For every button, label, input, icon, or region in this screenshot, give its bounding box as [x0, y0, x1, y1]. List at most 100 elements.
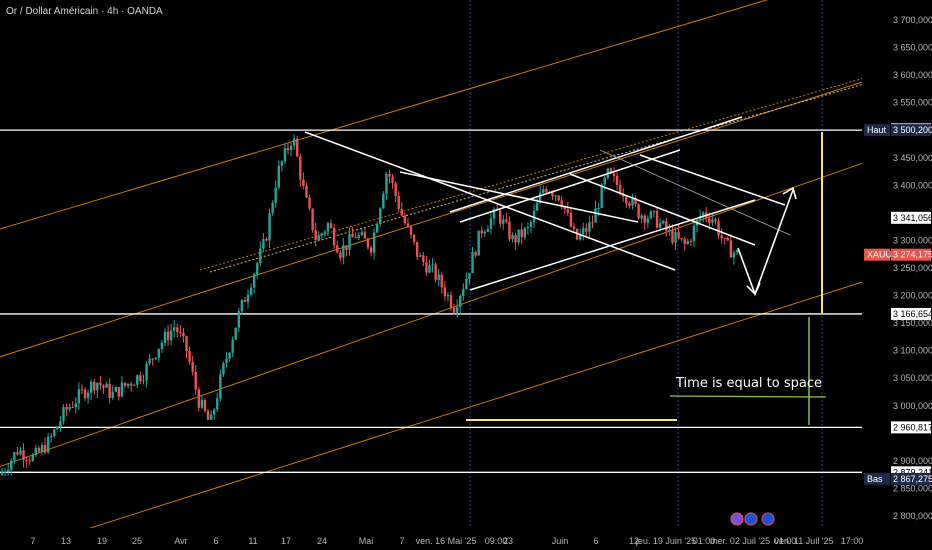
x-tick-label: Mai	[359, 536, 374, 546]
candle-body	[486, 228, 490, 232]
candle-body	[591, 222, 594, 224]
candle-body	[22, 450, 25, 460]
candle-body	[646, 218, 650, 223]
candle-body	[711, 219, 714, 223]
price-tag-bg	[891, 472, 931, 485]
candle-body	[179, 332, 182, 334]
candle-body	[151, 358, 154, 360]
candle-body	[701, 212, 705, 217]
candle-body	[299, 156, 302, 180]
event-icon-2	[761, 512, 775, 526]
candle-body	[483, 231, 487, 234]
annotation-text: Time is equal to space	[675, 376, 822, 391]
candle-body	[145, 363, 148, 381]
candle-body	[499, 210, 502, 224]
x-tick-label: Juin	[552, 536, 569, 546]
candle-body	[686, 240, 689, 244]
candle-body	[139, 375, 142, 381]
candle-body	[317, 235, 320, 240]
y-axis-bg	[862, 0, 932, 550]
price-tag-bg	[891, 307, 931, 320]
candle-body	[542, 189, 545, 193]
event-icon-0	[730, 512, 744, 526]
candle-body	[348, 233, 351, 250]
candle-body	[249, 287, 253, 295]
candle-body	[336, 245, 339, 253]
candle-body	[419, 255, 422, 257]
candle-body	[388, 173, 391, 177]
candle-body	[425, 261, 428, 273]
candle-body	[289, 145, 293, 151]
candle-body	[628, 203, 631, 206]
candle-body	[59, 421, 62, 427]
y-tick-label: 3 250,000	[893, 263, 932, 273]
candle-body	[551, 192, 554, 197]
candle-body	[351, 233, 354, 238]
candle-body	[212, 409, 216, 415]
candle-body	[6, 469, 10, 472]
candle-body	[329, 223, 333, 229]
candle-body	[415, 241, 419, 257]
candle-body	[222, 363, 225, 375]
candle-body	[80, 389, 84, 391]
candle-body	[474, 252, 477, 256]
candle-body	[277, 165, 280, 188]
candle-body	[649, 211, 653, 219]
candle-body	[271, 203, 274, 214]
candle-body	[603, 177, 606, 185]
candle-body	[532, 210, 536, 223]
candle-body	[671, 229, 674, 243]
candle-body	[133, 384, 136, 386]
candle-body	[726, 238, 729, 241]
candle-body	[200, 399, 204, 408]
candle-body	[305, 185, 308, 198]
price-tag-value: 3 166,654	[893, 309, 932, 319]
candle-body	[612, 173, 616, 177]
candle-body	[142, 380, 145, 382]
y-axis: 3 700,000 3 650,000 3 600,000 3 550,000 3 45…	[862, 0, 932, 550]
candle-body	[434, 264, 437, 280]
candle-body	[37, 448, 41, 452]
candle-body	[459, 295, 462, 307]
x-tick-label: 19	[97, 536, 107, 546]
candle-body	[169, 330, 173, 341]
candle-body	[154, 357, 157, 359]
candle-body	[563, 207, 566, 210]
candle-body	[526, 226, 530, 229]
candle-body	[431, 264, 434, 266]
x-tick-label: ven. 16 Mai '25	[416, 536, 477, 546]
candle-body	[274, 187, 277, 204]
candle-body	[723, 238, 726, 240]
candle-body	[86, 392, 90, 399]
candle-body	[237, 311, 240, 328]
candle-body	[160, 342, 164, 349]
channel-line-2	[0, 149, 901, 468]
candle-body	[256, 263, 259, 275]
price-tag-bg	[891, 421, 931, 434]
candle-body	[246, 294, 250, 302]
candle-body	[369, 247, 373, 253]
candle-body	[34, 448, 38, 456]
candle-body	[292, 138, 296, 146]
channel-line-3	[19, 269, 901, 550]
x-tick-label: 09:00	[485, 536, 508, 546]
candle-body	[0, 472, 4, 475]
candle-body	[234, 327, 237, 340]
candle-body	[16, 452, 19, 455]
y-tick-label: 3 100,000	[893, 346, 932, 356]
candle-body	[391, 176, 394, 184]
candle-body	[96, 382, 99, 391]
green-measure-line	[669, 395, 827, 398]
candle-body	[114, 387, 117, 392]
candle-body	[105, 383, 108, 388]
candle-body	[93, 381, 96, 391]
candle-body	[508, 221, 511, 240]
candle-body	[665, 221, 668, 231]
candle-body	[609, 168, 613, 174]
candle-body	[455, 306, 459, 313]
candle-body	[545, 189, 548, 193]
candle-body	[375, 224, 379, 233]
candle-body	[403, 215, 407, 224]
candle-body	[600, 184, 603, 208]
